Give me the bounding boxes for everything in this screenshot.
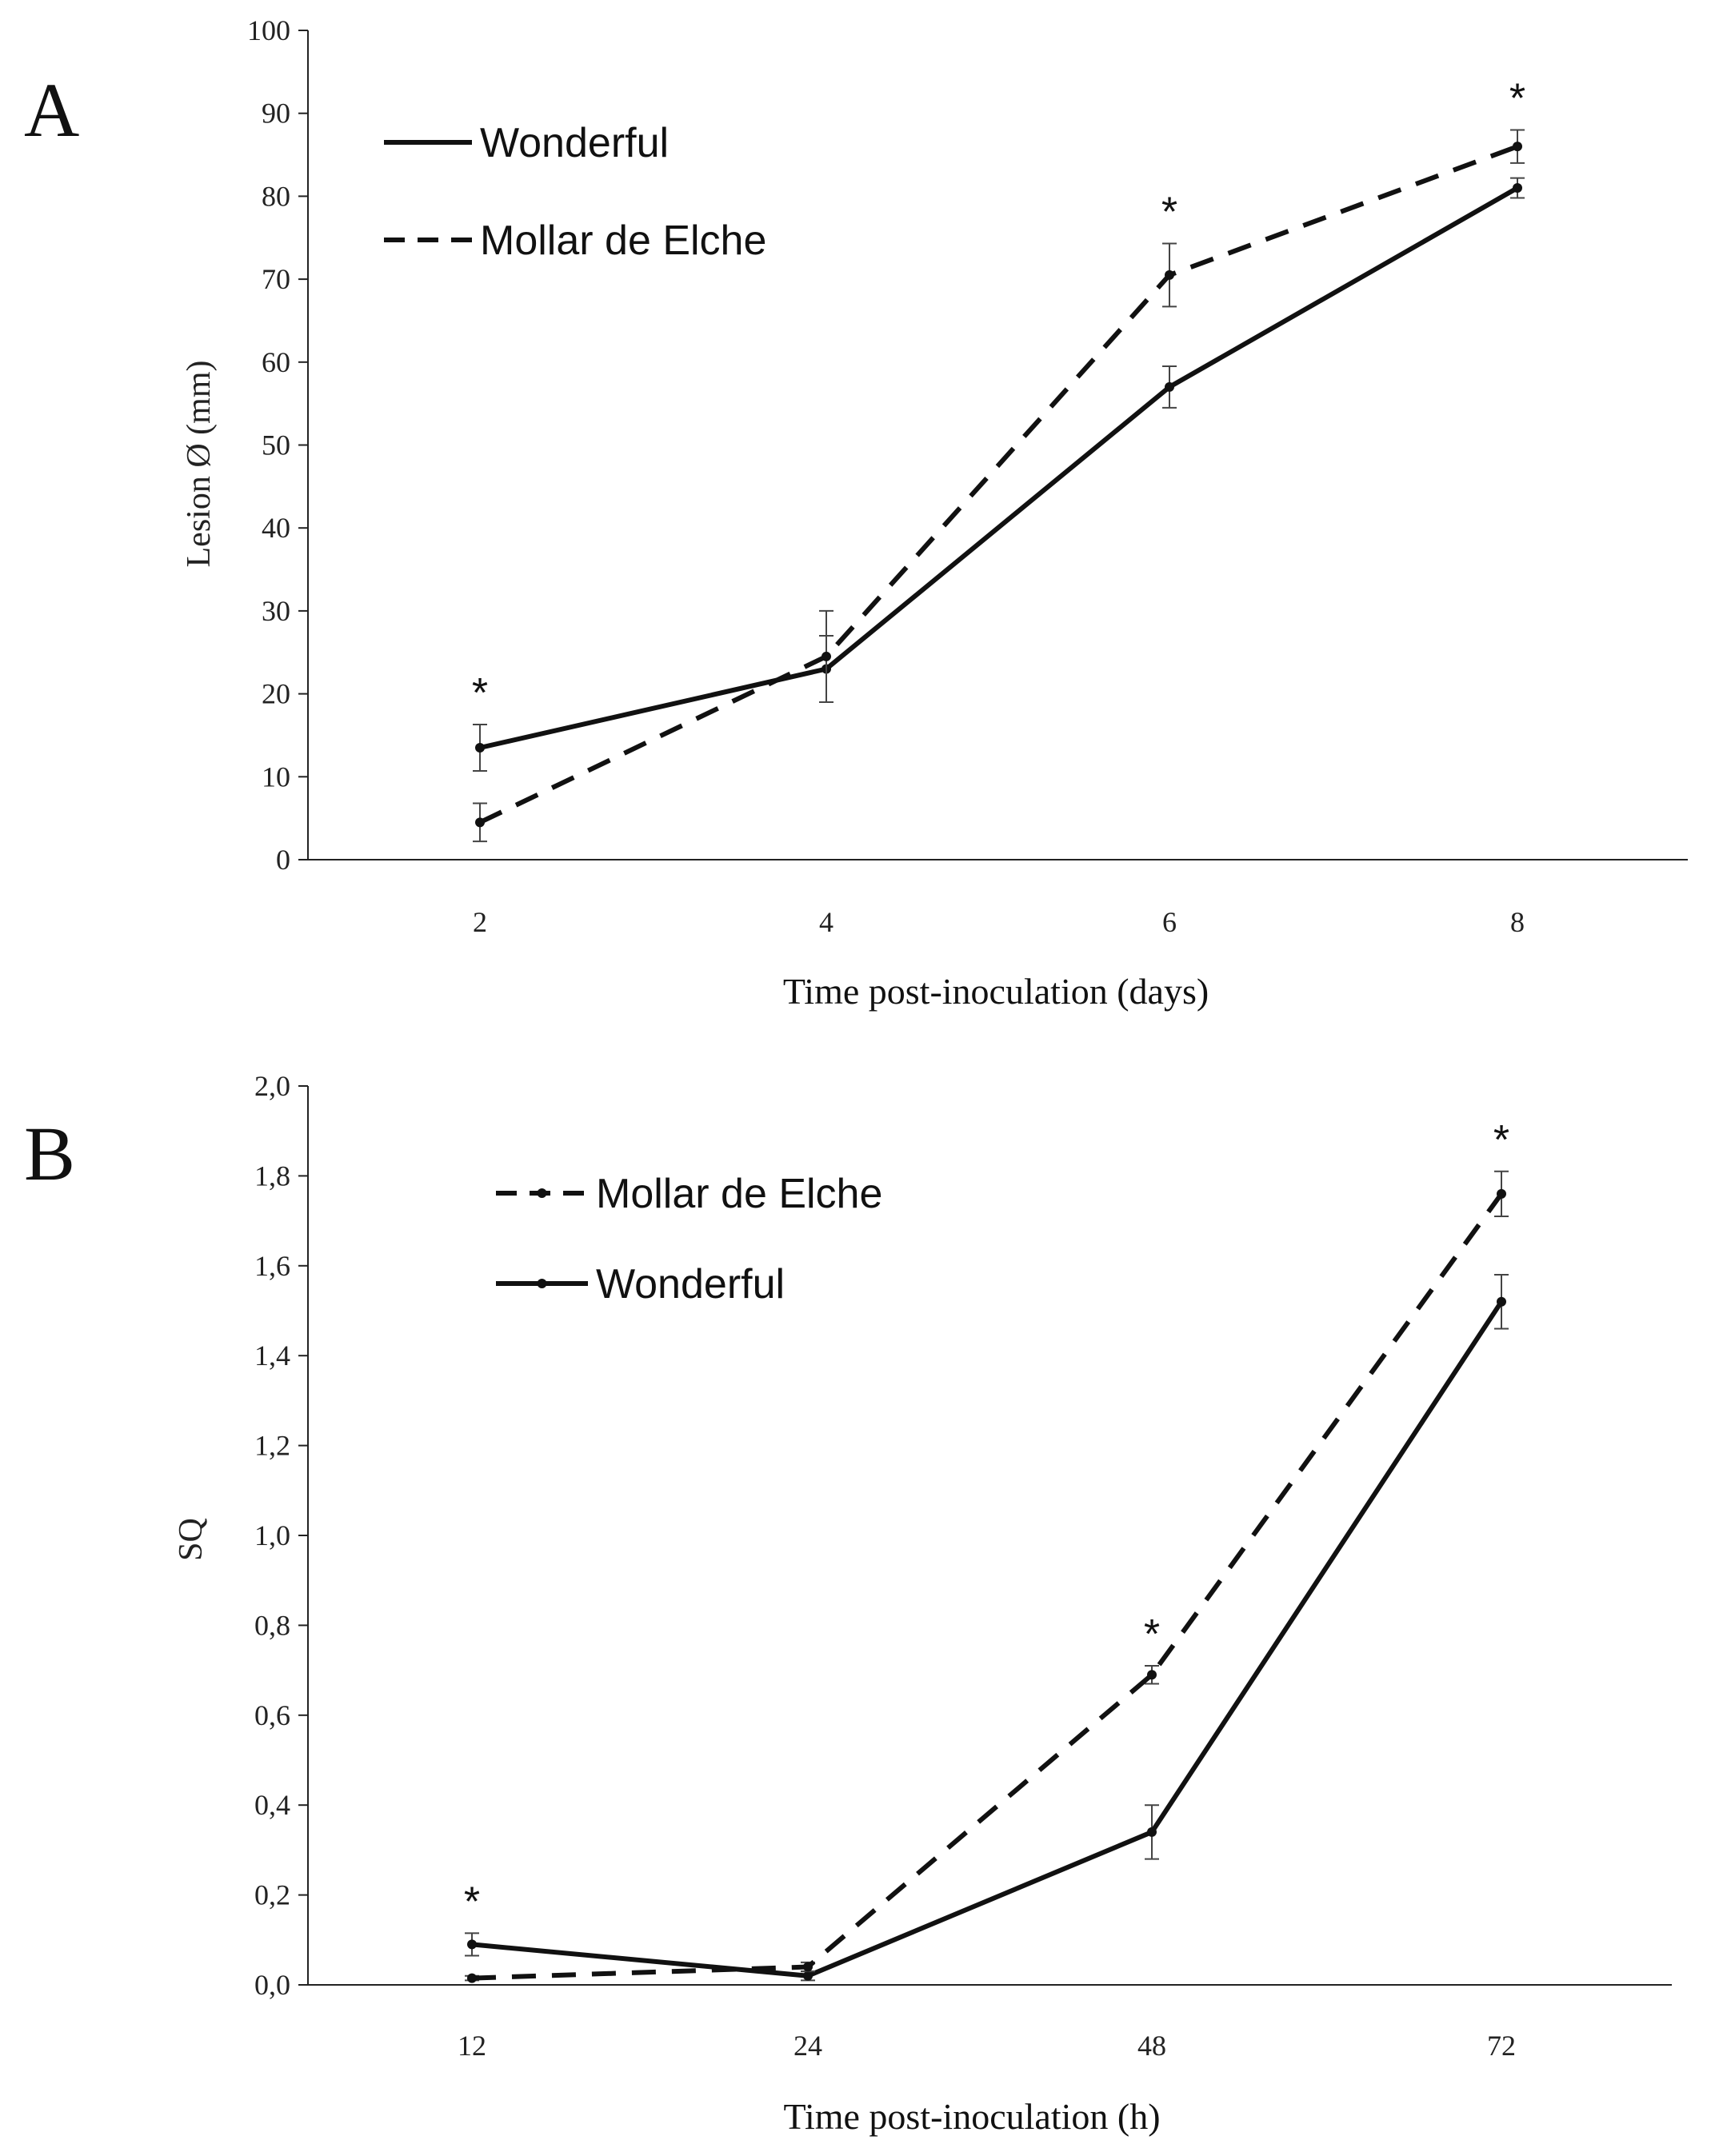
series-wonderful: [473, 177, 1525, 773]
legend-item: Mollar de Elche: [384, 218, 766, 264]
significance-marker: *: [472, 670, 488, 717]
y-tick-label: 20: [262, 678, 290, 710]
significance-marker: *: [1493, 1117, 1509, 1164]
axes: [298, 1085, 1672, 1986]
data-point: [1165, 381, 1174, 392]
x-tick-labels: 2 4 6 8: [473, 906, 1525, 938]
x-tick-labels: 12 24 48 72: [458, 2030, 1516, 2062]
y-tick-label: 1,0: [254, 1519, 290, 1551]
legend-label: Mollar de Elche: [480, 218, 766, 264]
legend-item: Mollar de Elche: [496, 1171, 882, 1217]
y-tick-label: 0: [276, 844, 290, 876]
y-axis-label: SQ: [173, 1518, 210, 1561]
data-point: [1147, 1670, 1157, 1680]
data-point: [475, 743, 485, 753]
y-tick-label: 2,0: [254, 1070, 290, 1102]
panel-label: B: [24, 1111, 75, 1196]
y-tick-label: 70: [262, 263, 290, 295]
y-tick-label: 0,6: [254, 1699, 290, 1731]
data-point: [475, 817, 485, 828]
x-axis-label: Time post-inoculation (days): [783, 971, 1209, 1012]
legend-label: Wonderful: [480, 120, 669, 166]
data-point: [1147, 1827, 1157, 1837]
legend: Mollar de Elche Wonderful: [496, 1171, 882, 1308]
chart-panel-b: B 0,0 0,2 0,4 0,6 0,8 1,0 1,2 1,4 1,6 1,8 2,0 12 24…: [24, 1070, 1672, 2137]
data-point: [1513, 142, 1522, 152]
significance-marker: *: [464, 1879, 480, 1925]
series-mollar-de-elche: [465, 1170, 1509, 1983]
axes: [298, 30, 1688, 860]
series-line: [471, 1300, 1504, 1978]
y-tick-label: 50: [262, 429, 290, 461]
x-tick-label: 2: [473, 906, 487, 938]
y-tick-label: 10: [262, 761, 290, 793]
y-tick-label: 1,8: [254, 1160, 290, 1192]
data-point: [1513, 183, 1522, 194]
y-tick-labels: 0,0 0,2 0,4 0,6 0,8 1,0 1,2 1,4 1,6 1,8 2,0: [254, 1070, 290, 2001]
data-point: [803, 1970, 813, 1981]
data-point: [1497, 1296, 1506, 1307]
x-tick-label: 4: [819, 906, 834, 938]
y-tick-label: 30: [262, 595, 290, 627]
legend: Wonderful Mollar de Elche: [384, 120, 766, 264]
y-tick-label: 60: [262, 346, 290, 378]
data-point: [467, 1939, 477, 1950]
y-tick-label: 90: [262, 98, 290, 130]
y-tick-label: 0,2: [254, 1879, 290, 1911]
legend-item: Wonderful: [384, 120, 669, 166]
series-line: [471, 1192, 1504, 1981]
data-point: [467, 1973, 477, 1983]
x-tick-label: 48: [1137, 2030, 1166, 2062]
y-tick-label: 1,2: [254, 1430, 290, 1462]
y-tick-label: 0,8: [254, 1609, 290, 1641]
significance-marker: *: [1509, 75, 1525, 122]
y-tick-label: 1,4: [254, 1340, 290, 1371]
y-tick-label: 100: [247, 14, 290, 46]
data-point: [822, 651, 831, 661]
y-tick-label: 80: [262, 180, 290, 212]
series-line: [478, 144, 1519, 825]
y-tick-label: 0,4: [254, 1789, 290, 1821]
x-tick-label: 72: [1487, 2030, 1516, 2062]
plot-area: * * *: [464, 1117, 1509, 1983]
y-tick-label: 1,6: [254, 1250, 290, 1282]
significance-marker: *: [1161, 190, 1177, 236]
plot-area: * * *: [472, 75, 1525, 843]
series-line: [479, 186, 1519, 750]
y-tick-label: 0,0: [254, 1969, 290, 2001]
significance-marker: *: [1144, 1611, 1160, 1658]
legend-label: Mollar de Elche: [596, 1171, 882, 1217]
data-point: [1165, 270, 1174, 280]
chart-panel-a: A 0 10 20 30 40 50 60 70 80 90 100 2 4 6 8 * * * Wonder…: [24, 14, 1688, 1012]
data-point: [1497, 1188, 1506, 1199]
y-tick-label: 40: [262, 512, 290, 544]
series-wonderful: [465, 1274, 1509, 1982]
x-tick-label: 24: [794, 2030, 822, 2062]
y-tick-labels: 0 10 20 30 40 50 60 70 80 90 100: [247, 14, 290, 876]
legend-item: Wonderful: [496, 1261, 785, 1308]
legend-marker: [537, 1279, 547, 1288]
panel-label: A: [24, 67, 79, 153]
x-axis-label: Time post-inoculation (h): [783, 2096, 1160, 2137]
x-tick-label: 12: [458, 2030, 486, 2062]
y-axis-label: Lesion Ø (mm): [181, 361, 218, 568]
x-tick-label: 8: [1510, 906, 1525, 938]
legend-marker: [537, 1188, 547, 1198]
series-mollar-de-elche: [473, 129, 1525, 843]
data-point: [803, 1962, 813, 1972]
x-tick-label: 6: [1162, 906, 1177, 938]
legend-label: Wonderful: [596, 1261, 785, 1308]
